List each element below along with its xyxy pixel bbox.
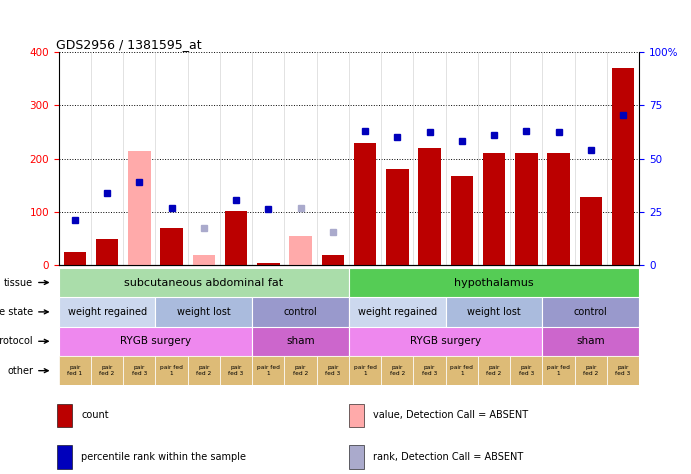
Bar bbox=[155, 356, 188, 385]
Bar bbox=[193, 255, 215, 265]
Bar bbox=[542, 356, 575, 385]
Text: pair fed
1: pair fed 1 bbox=[257, 365, 280, 376]
Bar bbox=[542, 327, 639, 356]
Bar bbox=[91, 356, 123, 385]
Bar bbox=[128, 151, 151, 265]
Text: disease state: disease state bbox=[0, 307, 33, 317]
Text: sham: sham bbox=[576, 336, 605, 346]
Bar bbox=[285, 356, 316, 385]
Bar bbox=[155, 297, 252, 327]
Text: pair
fed 3: pair fed 3 bbox=[422, 365, 437, 376]
Text: other: other bbox=[7, 365, 33, 376]
Bar bbox=[59, 356, 91, 385]
Bar bbox=[349, 356, 381, 385]
Bar bbox=[349, 446, 364, 469]
Bar bbox=[612, 68, 634, 265]
Text: rank, Detection Call = ABSENT: rank, Detection Call = ABSENT bbox=[373, 452, 524, 462]
Text: RYGB surgery: RYGB surgery bbox=[410, 336, 481, 346]
Text: count: count bbox=[82, 410, 109, 420]
Text: tissue: tissue bbox=[4, 277, 33, 288]
Bar bbox=[386, 170, 408, 265]
Bar bbox=[349, 268, 639, 297]
Bar bbox=[225, 210, 247, 265]
Bar bbox=[252, 327, 349, 356]
Text: pair fed
1: pair fed 1 bbox=[160, 365, 183, 376]
Bar bbox=[57, 446, 73, 469]
Text: control: control bbox=[574, 307, 607, 317]
Bar bbox=[575, 356, 607, 385]
Text: protocol: protocol bbox=[0, 336, 33, 346]
Bar bbox=[607, 356, 639, 385]
Bar bbox=[316, 356, 349, 385]
Bar bbox=[160, 228, 183, 265]
Text: pair
fed 3: pair fed 3 bbox=[616, 365, 631, 376]
Text: subcutaneous abdominal fat: subcutaneous abdominal fat bbox=[124, 277, 283, 288]
Bar bbox=[542, 297, 639, 327]
Bar bbox=[252, 356, 285, 385]
Text: pair
fed 2: pair fed 2 bbox=[196, 365, 211, 376]
Text: pair
fed 3: pair fed 3 bbox=[132, 365, 147, 376]
Bar bbox=[349, 403, 364, 427]
Bar bbox=[290, 236, 312, 265]
Bar bbox=[257, 263, 280, 265]
Bar bbox=[220, 356, 252, 385]
Text: pair
fed 3: pair fed 3 bbox=[325, 365, 341, 376]
Text: weight lost: weight lost bbox=[177, 307, 231, 317]
Bar bbox=[515, 154, 538, 265]
Bar bbox=[510, 356, 542, 385]
Bar bbox=[321, 255, 344, 265]
Text: pair
fed 2: pair fed 2 bbox=[390, 365, 405, 376]
Bar bbox=[413, 356, 446, 385]
Bar bbox=[59, 297, 155, 327]
Text: pair fed
1: pair fed 1 bbox=[354, 365, 377, 376]
Text: pair
fed 2: pair fed 2 bbox=[583, 365, 598, 376]
Text: weight regained: weight regained bbox=[358, 307, 437, 317]
Bar bbox=[59, 268, 349, 297]
Bar bbox=[418, 148, 441, 265]
Text: value, Detection Call = ABSENT: value, Detection Call = ABSENT bbox=[373, 410, 529, 420]
Bar bbox=[96, 239, 118, 265]
Bar bbox=[451, 176, 473, 265]
Text: weight regained: weight regained bbox=[68, 307, 146, 317]
Bar bbox=[381, 356, 413, 385]
Text: RYGB surgery: RYGB surgery bbox=[120, 336, 191, 346]
Text: pair fed
1: pair fed 1 bbox=[547, 365, 570, 376]
Text: hypothalamus: hypothalamus bbox=[454, 277, 534, 288]
Bar bbox=[64, 252, 86, 265]
Bar bbox=[483, 154, 505, 265]
Text: pair
fed 2: pair fed 2 bbox=[100, 365, 115, 376]
Bar bbox=[580, 197, 602, 265]
Text: sham: sham bbox=[286, 336, 315, 346]
Bar bbox=[252, 297, 349, 327]
Text: pair
fed 2: pair fed 2 bbox=[486, 365, 502, 376]
Text: pair
fed 3: pair fed 3 bbox=[229, 365, 244, 376]
Bar bbox=[349, 297, 446, 327]
Bar bbox=[478, 356, 510, 385]
Bar bbox=[188, 356, 220, 385]
Bar bbox=[123, 356, 155, 385]
Text: pair
fed 2: pair fed 2 bbox=[293, 365, 308, 376]
Text: pair
fed 3: pair fed 3 bbox=[519, 365, 534, 376]
Bar bbox=[446, 297, 542, 327]
Bar bbox=[57, 403, 73, 427]
Text: pair fed
1: pair fed 1 bbox=[451, 365, 473, 376]
Bar bbox=[446, 356, 478, 385]
Text: weight lost: weight lost bbox=[467, 307, 521, 317]
Text: control: control bbox=[284, 307, 317, 317]
Bar bbox=[354, 143, 377, 265]
Bar bbox=[59, 327, 252, 356]
Text: GDS2956 / 1381595_at: GDS2956 / 1381595_at bbox=[56, 38, 202, 51]
Text: percentile rank within the sample: percentile rank within the sample bbox=[82, 452, 247, 462]
Bar bbox=[547, 154, 570, 265]
Bar bbox=[349, 327, 542, 356]
Text: pair
fed 1: pair fed 1 bbox=[67, 365, 82, 376]
